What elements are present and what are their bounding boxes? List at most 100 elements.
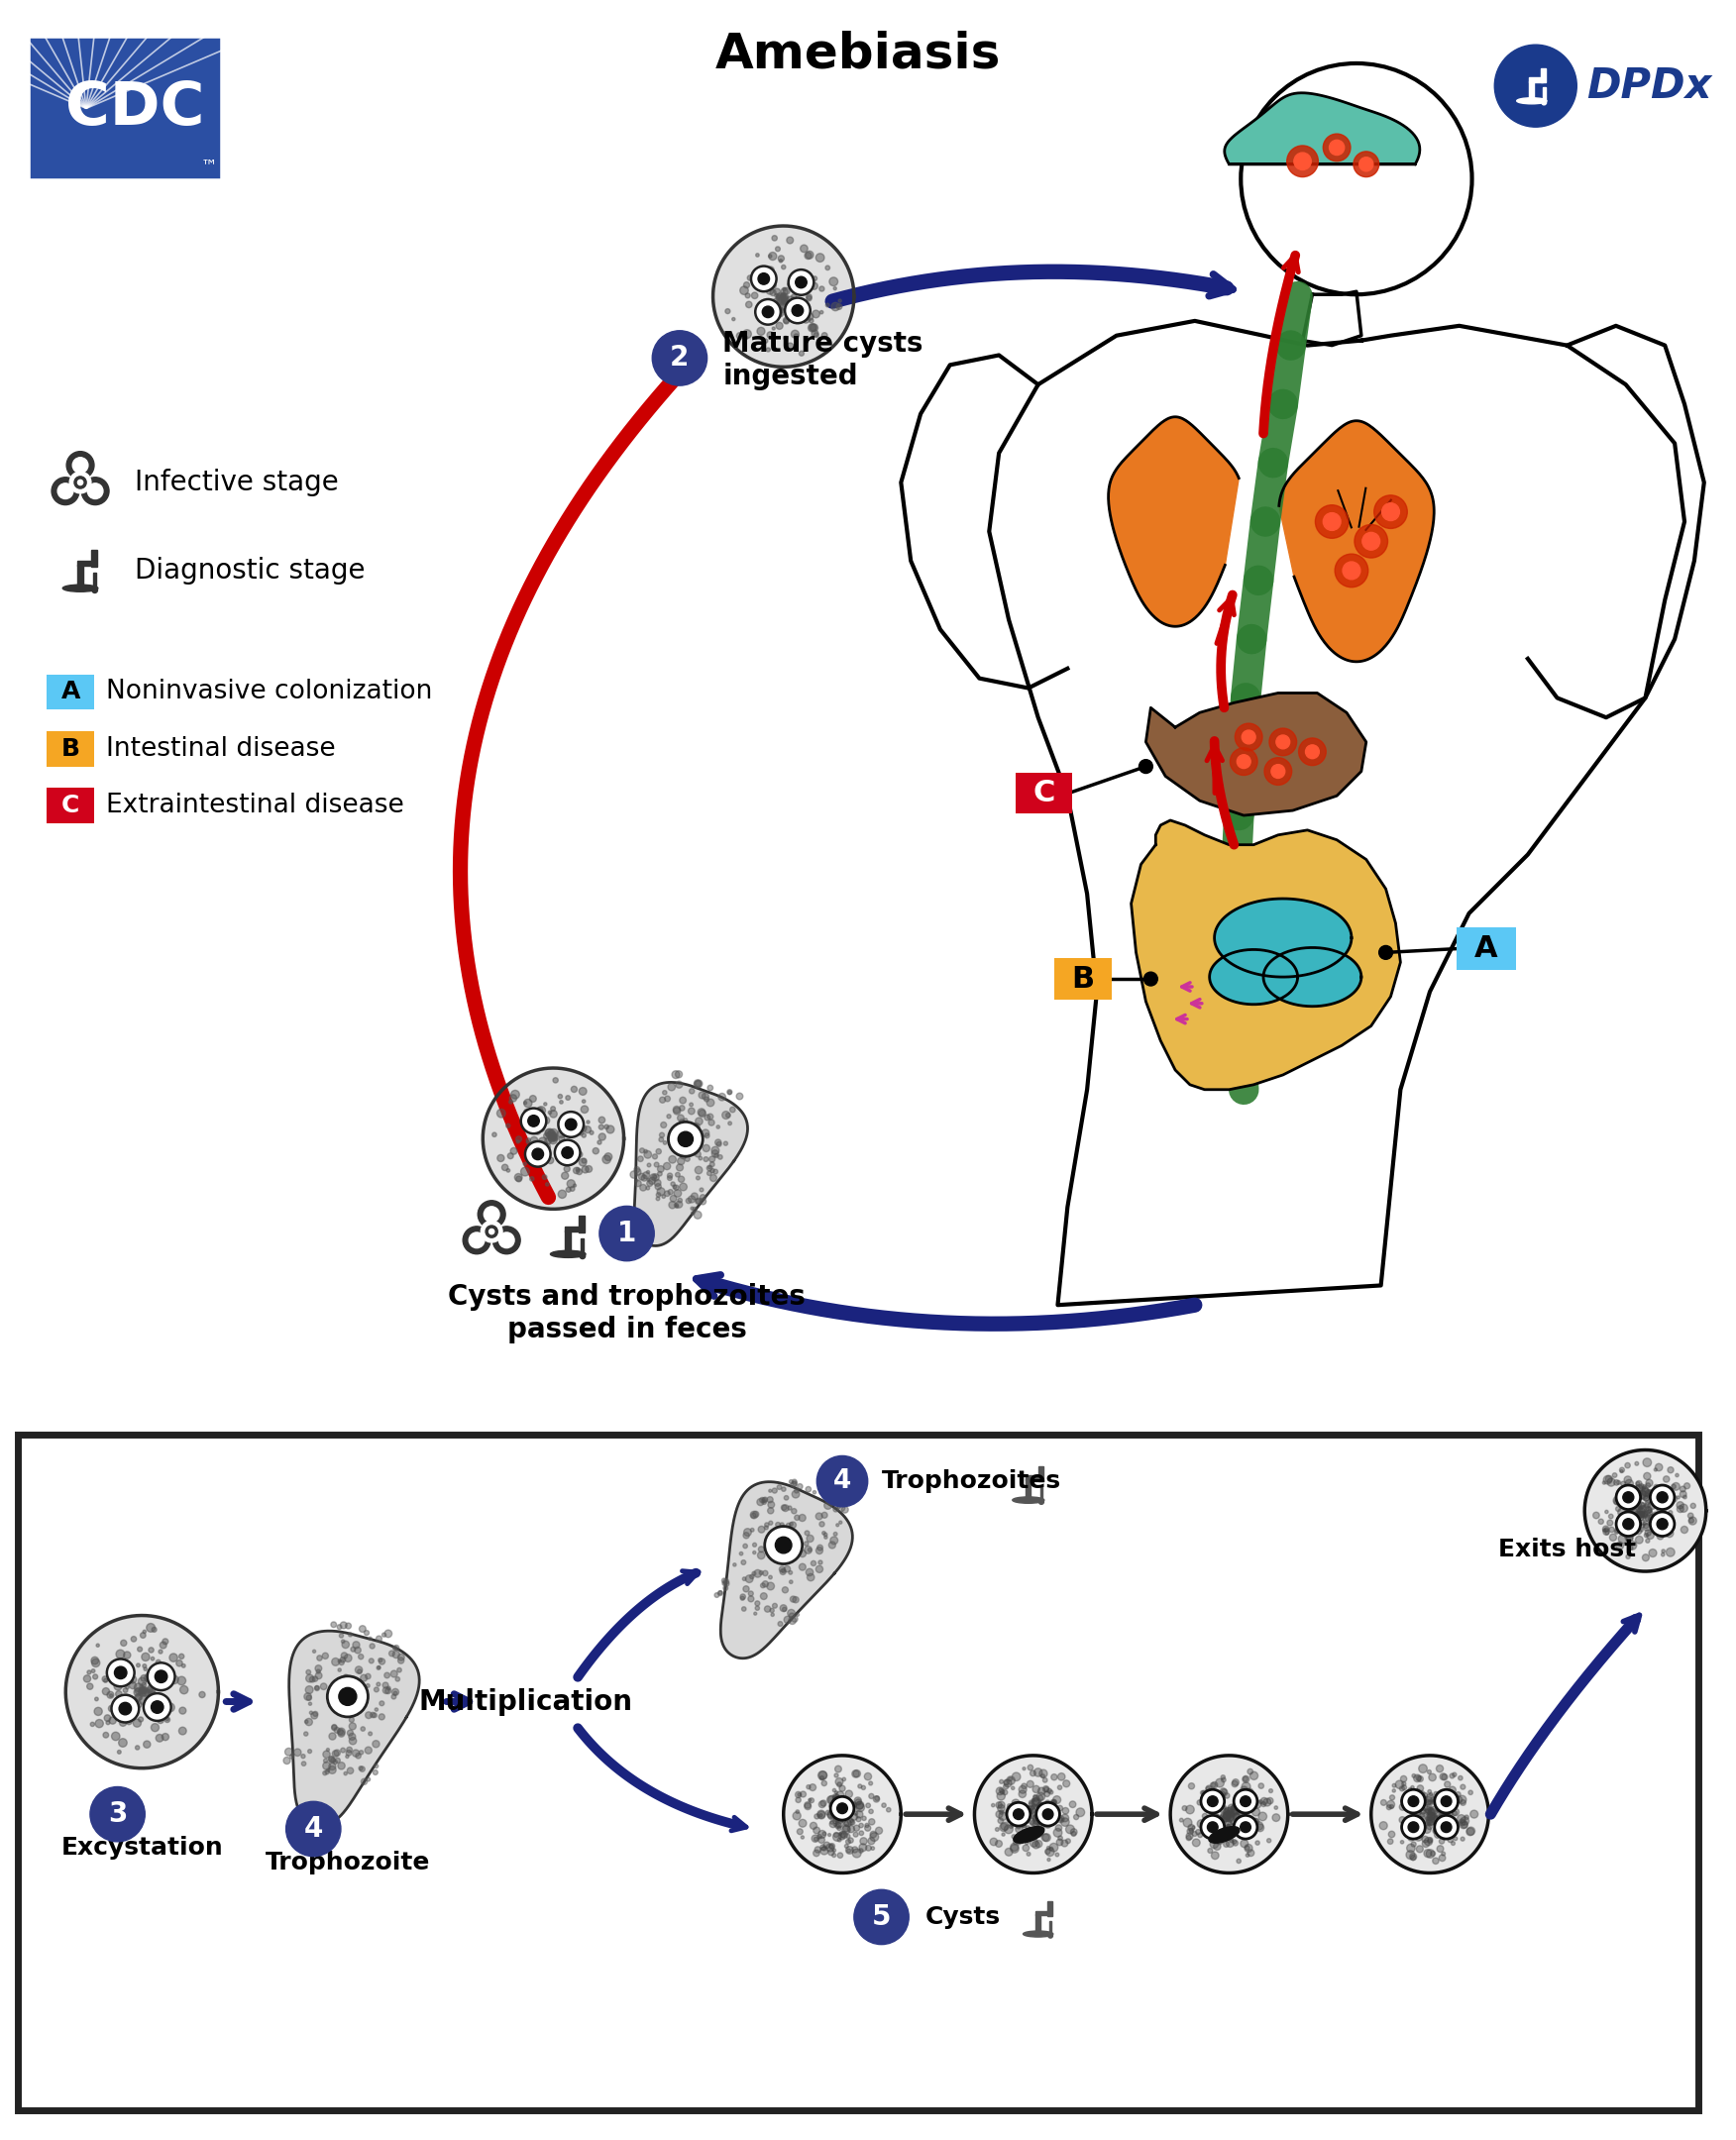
- Circle shape: [764, 1524, 769, 1528]
- Circle shape: [1052, 1800, 1057, 1804]
- Circle shape: [996, 1810, 1003, 1817]
- Circle shape: [767, 1581, 774, 1590]
- Bar: [92, 550, 97, 567]
- Circle shape: [373, 1686, 378, 1693]
- Bar: [1542, 68, 1545, 83]
- Circle shape: [1654, 1464, 1663, 1470]
- Circle shape: [1680, 1492, 1687, 1498]
- Circle shape: [835, 1774, 838, 1778]
- Circle shape: [1415, 1789, 1420, 1795]
- Circle shape: [1023, 1808, 1028, 1813]
- Circle shape: [1033, 1800, 1040, 1804]
- Circle shape: [1646, 1507, 1651, 1513]
- Circle shape: [1226, 1840, 1234, 1847]
- Circle shape: [771, 289, 776, 295]
- Circle shape: [658, 1166, 663, 1173]
- Circle shape: [330, 1757, 335, 1763]
- Circle shape: [727, 1089, 733, 1094]
- Circle shape: [1635, 1537, 1642, 1543]
- Circle shape: [837, 1804, 844, 1810]
- Circle shape: [786, 306, 792, 310]
- Circle shape: [1016, 1825, 1023, 1832]
- Circle shape: [675, 1205, 679, 1209]
- Circle shape: [767, 1507, 774, 1513]
- Circle shape: [1630, 1492, 1634, 1496]
- Circle shape: [1616, 1481, 1620, 1485]
- Circle shape: [769, 1554, 773, 1558]
- Circle shape: [1207, 1795, 1219, 1806]
- Circle shape: [778, 255, 785, 261]
- Circle shape: [998, 1813, 1007, 1821]
- Circle shape: [760, 1584, 766, 1588]
- Circle shape: [835, 1813, 842, 1819]
- Circle shape: [1264, 758, 1292, 785]
- Circle shape: [774, 304, 783, 312]
- Circle shape: [1007, 1804, 1012, 1808]
- Circle shape: [1434, 1832, 1441, 1838]
- Circle shape: [1635, 1511, 1641, 1515]
- Circle shape: [684, 1119, 687, 1121]
- Text: Cysts and trophozoites
passed in feces: Cysts and trophozoites passed in feces: [448, 1284, 806, 1344]
- Circle shape: [859, 1849, 863, 1853]
- Circle shape: [582, 1106, 589, 1113]
- Circle shape: [1057, 1815, 1064, 1823]
- Circle shape: [1599, 1519, 1604, 1524]
- Circle shape: [90, 1656, 99, 1665]
- Circle shape: [1635, 1528, 1642, 1534]
- Circle shape: [788, 1571, 792, 1575]
- Circle shape: [1231, 1823, 1236, 1828]
- Circle shape: [1658, 1489, 1665, 1496]
- Polygon shape: [483, 1068, 623, 1209]
- Circle shape: [1627, 1509, 1632, 1515]
- Circle shape: [1227, 1806, 1234, 1813]
- Circle shape: [769, 1522, 773, 1526]
- Circle shape: [1213, 1815, 1220, 1821]
- Circle shape: [658, 1171, 661, 1177]
- Circle shape: [1241, 1798, 1245, 1802]
- Circle shape: [651, 1173, 660, 1181]
- Circle shape: [1054, 1795, 1061, 1804]
- Circle shape: [113, 1712, 116, 1716]
- Circle shape: [1424, 1825, 1430, 1834]
- Circle shape: [1021, 1821, 1026, 1828]
- Circle shape: [783, 302, 786, 304]
- Circle shape: [786, 342, 793, 351]
- Circle shape: [837, 1825, 842, 1830]
- Circle shape: [543, 1143, 547, 1145]
- Circle shape: [722, 1577, 727, 1584]
- Circle shape: [1427, 1819, 1430, 1823]
- Circle shape: [1224, 1808, 1229, 1815]
- Circle shape: [1399, 1804, 1406, 1810]
- Circle shape: [1434, 1819, 1439, 1825]
- Circle shape: [781, 295, 785, 297]
- Circle shape: [536, 1124, 545, 1132]
- Circle shape: [592, 1147, 599, 1153]
- Circle shape: [576, 1168, 582, 1175]
- Circle shape: [349, 1738, 356, 1744]
- Circle shape: [1434, 1815, 1458, 1838]
- Circle shape: [1389, 1795, 1394, 1800]
- Circle shape: [1639, 1507, 1642, 1511]
- Circle shape: [1642, 1554, 1649, 1560]
- Circle shape: [1057, 1836, 1062, 1840]
- Circle shape: [807, 1785, 811, 1789]
- Circle shape: [524, 1102, 526, 1104]
- Circle shape: [708, 1156, 715, 1162]
- Circle shape: [1023, 1845, 1029, 1851]
- Circle shape: [1036, 1823, 1045, 1832]
- Circle shape: [776, 293, 781, 297]
- Circle shape: [1618, 1534, 1627, 1543]
- Polygon shape: [1585, 1451, 1706, 1571]
- Circle shape: [797, 1483, 802, 1489]
- Circle shape: [359, 1626, 366, 1633]
- Circle shape: [1415, 1830, 1424, 1838]
- Circle shape: [109, 1716, 116, 1725]
- Circle shape: [1644, 1496, 1649, 1500]
- Circle shape: [1427, 1800, 1430, 1804]
- Circle shape: [807, 1573, 814, 1581]
- Circle shape: [1401, 1815, 1425, 1838]
- Circle shape: [694, 1081, 701, 1087]
- Circle shape: [838, 1832, 842, 1836]
- Circle shape: [786, 1524, 790, 1528]
- Circle shape: [1042, 1774, 1045, 1778]
